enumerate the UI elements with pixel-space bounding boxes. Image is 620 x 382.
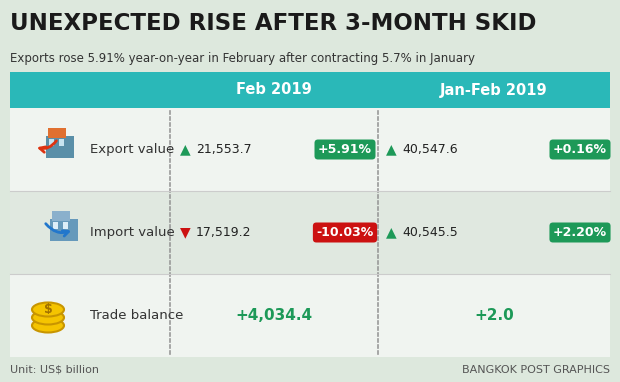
Text: Trade balance: Trade balance [90,309,184,322]
Text: Unit: US$ billion: Unit: US$ billion [10,365,99,375]
Text: BANGKOK POST GRAPHICS: BANGKOK POST GRAPHICS [462,365,610,375]
Bar [52,210,70,220]
Text: 17,519.2: 17,519.2 [196,226,252,239]
Text: ▼: ▼ [180,225,190,240]
Text: 21,553.7: 21,553.7 [196,143,252,156]
Ellipse shape [32,319,64,332]
Text: ▲: ▲ [386,142,397,157]
Text: ▲: ▲ [386,225,397,240]
Bar [10,274,610,357]
Text: ▲: ▲ [180,142,190,157]
Text: +2.20%: +2.20% [553,226,607,239]
Bar [48,128,66,138]
Ellipse shape [32,311,64,324]
Text: UNEXPECTED RISE AFTER 3-MONTH SKID: UNEXPECTED RISE AFTER 3-MONTH SKID [10,12,536,35]
Ellipse shape [32,303,64,317]
Text: +5.91%: +5.91% [318,143,372,156]
Text: +0.16%: +0.16% [553,143,607,156]
Text: +4,034.4: +4,034.4 [236,308,312,323]
Bar [10,191,610,274]
Text: Feb 2019: Feb 2019 [236,83,312,97]
Text: 40,547.6: 40,547.6 [402,143,458,156]
Bar [49,139,54,146]
Text: Export value: Export value [90,143,174,156]
Text: 40,545.5: 40,545.5 [402,226,458,239]
Bar [46,136,74,157]
Bar [59,139,64,146]
Bar [10,72,610,108]
Text: -10.03%: -10.03% [316,226,374,239]
Bar [10,72,610,357]
Bar [10,108,610,191]
Bar [50,219,78,241]
Text: Exports rose 5.91% year-on-year in February after contracting 5.7% in January: Exports rose 5.91% year-on-year in Febru… [10,52,475,65]
Text: Jan-Feb 2019: Jan-Feb 2019 [440,83,548,97]
Bar [53,222,58,228]
Text: $: $ [43,303,52,316]
Text: Import value: Import value [90,226,175,239]
Text: +2.0: +2.0 [474,308,514,323]
Bar [63,222,68,228]
